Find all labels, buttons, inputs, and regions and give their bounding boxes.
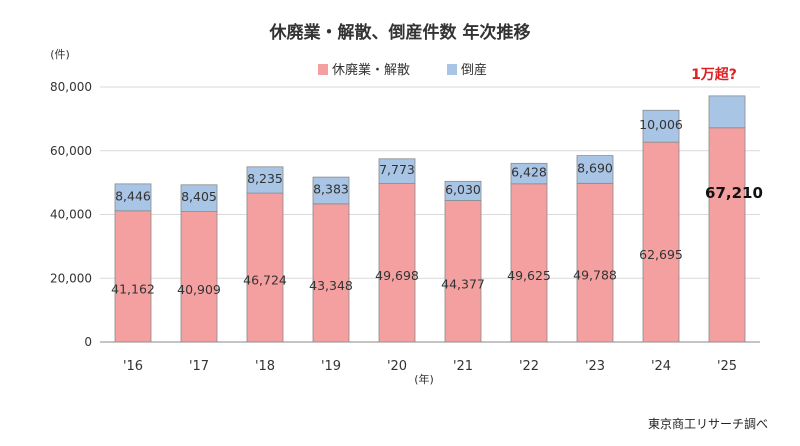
legend-label-bankruptcies: 倒産 (461, 62, 487, 78)
data-label-bankruptcies: 6,030 (445, 182, 481, 197)
data-label-closures: 62,695 (639, 247, 683, 262)
x-axis-unit-label: (年) (414, 372, 434, 386)
x-tick-label: '19 (321, 359, 341, 374)
data-label-bankruptcies: 6,428 (511, 165, 547, 180)
data-label-closures: 44,377 (441, 276, 485, 291)
data-label-closures: 67,210 (705, 184, 763, 202)
bar-bankruptcies (642, 109, 680, 143)
data-label-closures: 40,909 (177, 282, 221, 297)
data-label-closures: 49,625 (507, 268, 551, 283)
bar-bankruptcies (708, 95, 746, 129)
y-tick-label: 20,000 (50, 271, 92, 285)
bar-bankruptcies (180, 184, 218, 213)
x-tick-label: '25 (717, 359, 737, 374)
bar-closures (180, 211, 218, 343)
y-axis-ticks: 0 20,000 40,000 60,000 80,000 (50, 80, 92, 349)
bar-closures (114, 210, 152, 343)
y-axis-unit-label: (件) (50, 48, 70, 61)
bar-bankruptcies (576, 155, 614, 184)
annotation-over-10k: 1万超? (691, 66, 737, 83)
y-tick-label: 80,000 (50, 80, 92, 94)
y-tick-label: 60,000 (50, 144, 92, 158)
data-label-bankruptcies: 8,235 (247, 171, 283, 186)
bar-closures (378, 183, 416, 343)
data-label-bankruptcies: 8,690 (577, 160, 613, 175)
x-tick-label: '22 (519, 359, 539, 374)
bar-bankruptcies (510, 162, 548, 185)
data-label-bankruptcies: 8,446 (115, 188, 151, 203)
bar-bankruptcies (378, 158, 416, 184)
chart-title: 休廃業・解散、倒産件数 年次推移 (269, 22, 531, 43)
data-label-bankruptcies: 8,405 (181, 189, 217, 204)
x-tick-label: '18 (255, 359, 275, 374)
y-tick-label: 40,000 (50, 208, 92, 222)
x-tick-label: '16 (123, 359, 143, 374)
data-label-closures: 43,348 (309, 278, 353, 293)
legend-swatch-bankruptcies (447, 64, 457, 75)
x-tick-label: '20 (387, 359, 407, 374)
x-tick-label: '21 (453, 359, 473, 374)
bar-closures (510, 183, 548, 343)
legend-label-closures: 休廃業・解散 (332, 62, 410, 78)
data-label-bankruptcies: 8,383 (313, 181, 349, 196)
data-label-bankruptcies: 7,773 (379, 162, 415, 177)
legend: 休廃業・解散 倒産 (318, 62, 487, 78)
data-label-closures: 49,698 (375, 268, 419, 283)
x-tick-label: '17 (189, 359, 209, 374)
bar-closures (246, 192, 284, 343)
data-label-closures: 46,724 (243, 273, 287, 288)
bar-closures (642, 141, 680, 343)
bar-closures (444, 200, 482, 343)
bar-bankruptcies (444, 180, 482, 201)
x-tick-label: '23 (585, 359, 605, 374)
legend-swatch-closures (318, 64, 328, 75)
data-labels: 41,162 8,446 40,909 8,405 46,724 8,235 43,348 8… (111, 117, 763, 297)
bar-bankruptcies (312, 176, 350, 205)
bars (114, 95, 746, 343)
source-note: 東京商工リサーチ調べ (648, 416, 768, 431)
bar-closures (708, 127, 746, 343)
bar-bankruptcies (246, 166, 284, 194)
data-label-closures: 49,788 (573, 268, 617, 283)
y-tick-label: 0 (84, 335, 92, 349)
x-tick-label: '24 (651, 359, 671, 374)
data-label-closures: 41,162 (111, 281, 155, 296)
bar-bankruptcies (114, 183, 152, 212)
x-axis-ticks: '16 '17 '18 '19 '20 '21 '22 '23 '24 '25 (123, 359, 737, 374)
data-label-bankruptcies: 10,006 (639, 117, 683, 132)
bar-closures (576, 182, 614, 343)
bar-closures (312, 203, 350, 343)
